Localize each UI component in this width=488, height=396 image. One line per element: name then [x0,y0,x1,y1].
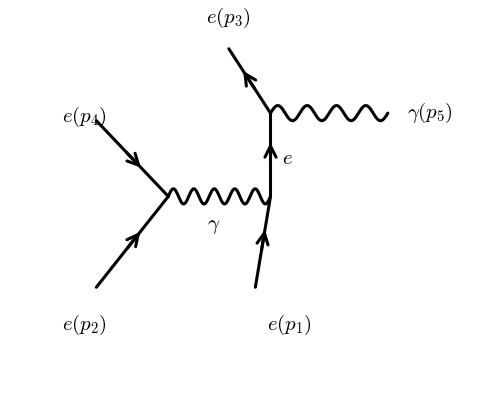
Text: $e(p_3)$: $e(p_3)$ [206,6,251,30]
Text: $e(p_2)$: $e(p_2)$ [62,313,107,337]
Text: $e$: $e$ [282,149,293,168]
Text: $\gamma$: $\gamma$ [207,217,221,236]
Text: $e(p_1)$: $e(p_1)$ [267,313,311,337]
Text: $\gamma(p_5)$: $\gamma(p_5)$ [407,101,453,125]
Text: $e(p_4)$: $e(p_4)$ [62,105,107,129]
